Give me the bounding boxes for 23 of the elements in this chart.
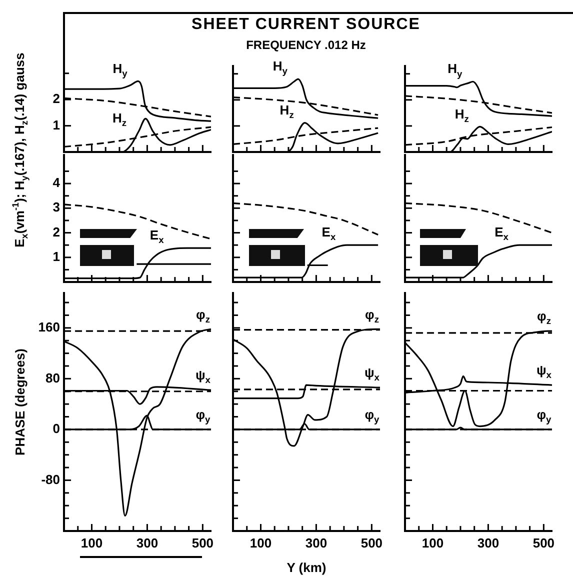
chart-title: SHEET CURRENT SOURCE	[192, 16, 420, 34]
x-tick-label: 500	[360, 535, 383, 550]
y-tick-label: 1	[52, 248, 60, 264]
y-tick-label: 3	[52, 200, 60, 215]
x-tick-label: 100	[80, 535, 103, 550]
x-tick-label: 100	[422, 535, 444, 550]
y-tick-label: 2	[52, 91, 60, 106]
y-tick-label: 2	[52, 224, 60, 240]
x-tick-label: 500	[192, 535, 214, 550]
x-tick-label: 300	[305, 535, 328, 550]
x-tick-label: 300	[136, 535, 158, 550]
y-tick-label: -80	[41, 472, 60, 487]
x-tick-label: 300	[477, 535, 500, 550]
x-tick-label: 100	[250, 535, 272, 550]
y-tick-label: 1	[52, 117, 60, 132]
y-tick-label: 4	[52, 175, 61, 190]
y-tick-label: 0	[52, 421, 60, 436]
x-tick-label: 500	[532, 535, 555, 550]
y-axis-title: PHASE (degrees)	[12, 348, 28, 456]
x-axis-title: Y (km)	[286, 560, 326, 575]
y-tick-label: 80	[46, 370, 60, 386]
y-tick-label: 160	[38, 319, 60, 334]
chart-subtitle: FREQUENCY .012 Hz	[246, 38, 366, 52]
